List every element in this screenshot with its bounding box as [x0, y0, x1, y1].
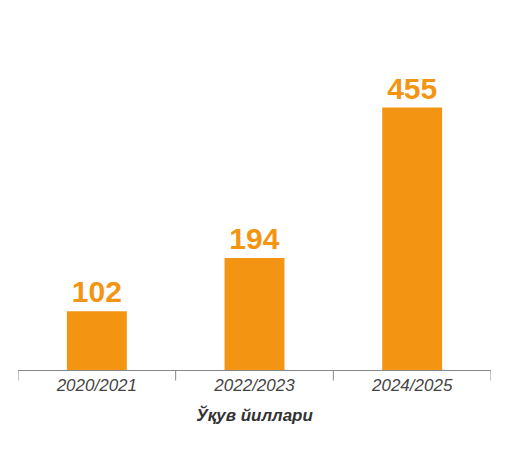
svg-text:2024/2025: 2024/2025 — [371, 376, 453, 395]
svg-text:455: 455 — [387, 72, 437, 105]
svg-text:2020/2021: 2020/2021 — [56, 376, 137, 395]
svg-text:194: 194 — [229, 222, 279, 255]
svg-text:2022/2023: 2022/2023 — [213, 376, 295, 395]
svg-text:102: 102 — [72, 275, 122, 308]
svg-text:Ўқув йиллари: Ўқув йиллари — [196, 405, 313, 425]
